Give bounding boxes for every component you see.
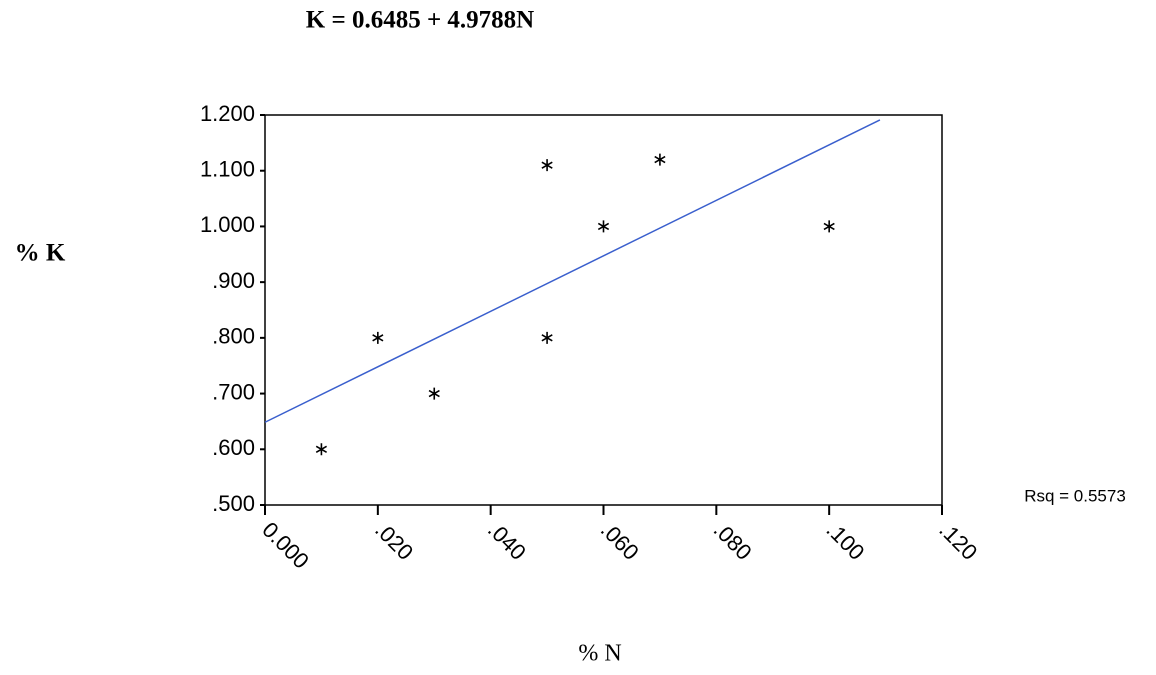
y-tick-label: .800 — [212, 324, 255, 349]
data-point — [597, 220, 610, 233]
data-point — [541, 159, 553, 172]
x-tick-label: .060 — [596, 517, 644, 565]
data-point — [428, 387, 440, 400]
y-tick-label: .700 — [212, 379, 255, 404]
data-point — [823, 220, 835, 233]
y-axis-label: % K — [15, 240, 66, 267]
x-tick-label: .100 — [822, 517, 870, 565]
y-tick-label: 1.200 — [200, 101, 255, 126]
x-tick-label: 0.000 — [257, 517, 314, 574]
y-tick-label: .900 — [212, 268, 255, 293]
y-tick-label: 1.100 — [200, 157, 255, 182]
x-tick-label: .040 — [483, 517, 531, 565]
rsq-annotation: Rsq = 0.5573 — [1024, 486, 1126, 505]
data-point — [372, 331, 384, 344]
x-axis-label: % N — [578, 641, 621, 667]
x-tick-label: .080 — [709, 517, 757, 565]
y-tick-label: .500 — [212, 491, 255, 516]
plot-frame — [264, 114, 943, 506]
data-point — [315, 443, 328, 456]
chart-title: K = 0.6485 + 4.9788N — [306, 7, 535, 34]
x-tick-label: .020 — [370, 517, 418, 565]
data-point — [654, 153, 666, 166]
x-tick-label: .120 — [934, 517, 982, 565]
y-tick-label: 1.000 — [200, 212, 255, 237]
trend-line — [264, 119, 881, 423]
y-tick-label: .600 — [212, 435, 255, 460]
data-point — [541, 331, 553, 344]
